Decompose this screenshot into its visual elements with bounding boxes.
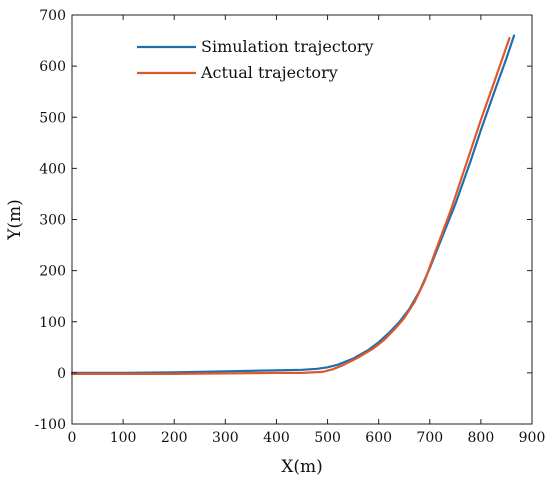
x-tick-label: 500 [314,430,341,446]
x-axis-ticks: 0 100 200 300 400 500 600 700 800 900 [68,15,546,446]
x-tick-label: 200 [161,430,188,446]
x-tick-label: 800 [468,430,495,446]
series-line-simulation [70,34,516,374]
legend-label-actual: Actual trajectory [200,63,338,82]
x-tick-label: 100 [110,430,137,446]
legend-label-simulation: Simulation trajectory [201,37,374,56]
y-tick-label: 500 [39,110,66,126]
y-tick-label: 0 [57,366,66,382]
y-tick-label: 100 [39,315,66,331]
x-tick-label: 300 [212,430,239,446]
x-tick-label: 900 [519,430,546,446]
y-axis-ticks: -100 0 100 200 300 400 500 600 700 [35,8,532,433]
marks-layer [70,34,516,375]
y-tick-label: 200 [39,264,66,280]
y-axis-label: Y(m) [5,199,25,241]
y-tick-label: 700 [39,8,66,24]
y-tick-label: 400 [39,161,66,177]
x-axis-label: X(m) [281,457,323,477]
legend: Simulation trajectory Actual trajectory [137,37,374,82]
x-tick-label: 400 [263,430,290,446]
x-tick-label: 600 [365,430,392,446]
y-tick-label: 600 [39,59,66,75]
series-line-actual [70,36,511,375]
x-tick-label: 0 [68,430,77,446]
y-tick-label: 300 [39,213,66,229]
x-tick-label: 700 [416,430,443,446]
y-tick-label: -100 [35,417,66,433]
